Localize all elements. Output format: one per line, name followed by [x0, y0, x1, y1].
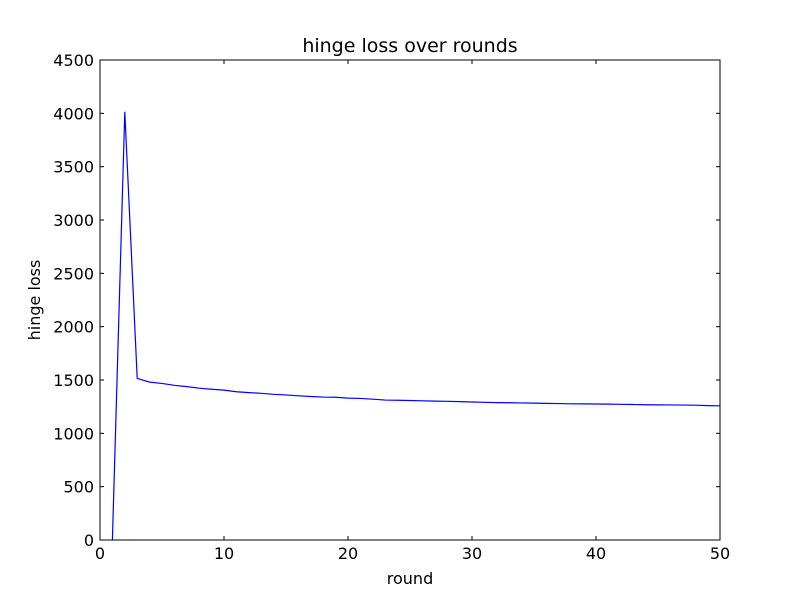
y-tick-label: 3500 [53, 158, 94, 177]
x-axis-label: round [387, 569, 433, 588]
y-tick-label: 2500 [53, 264, 94, 283]
x-tick-label: 30 [462, 544, 482, 563]
x-tick-label: 20 [338, 544, 358, 563]
series-line-0 [111, 111, 721, 541]
plot-frame [99, 59, 721, 541]
y-tick-label: 2000 [53, 318, 94, 337]
y-tick-label: 4000 [53, 104, 94, 123]
y-tick-label: 3000 [53, 211, 94, 230]
y-axis-label: hinge loss [25, 260, 44, 341]
y-tick-label: 4500 [53, 51, 94, 70]
y-tick-label: 0 [84, 531, 94, 550]
y-tick-label: 1500 [53, 371, 94, 390]
y-tick-label: 500 [63, 478, 94, 497]
x-tick-label: 40 [586, 544, 606, 563]
x-tick-label: 10 [214, 544, 234, 563]
x-tick-label: 50 [710, 544, 730, 563]
series-layer [111, 111, 721, 541]
x-tick-label: 0 [95, 544, 105, 563]
chart-title: hinge loss over rounds [302, 35, 517, 57]
y-tick-label: 1000 [53, 424, 94, 443]
ticks-layer: 0 10 20 30 40 5005001000150020002500300035004… [53, 51, 730, 563]
